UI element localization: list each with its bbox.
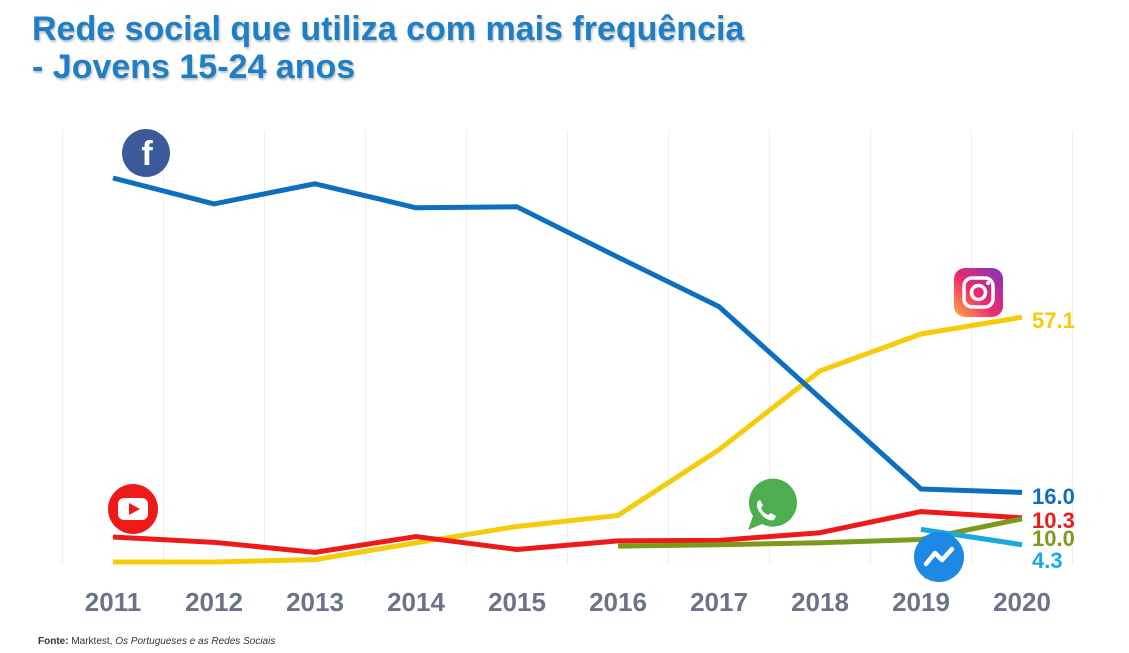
x-axis-tick-labels: 2011 2012 2013 2014 2015 2016 2017 2018 2019 2020 (85, 587, 1051, 617)
x-tick-label-2018: 2018 (791, 587, 849, 617)
series-line-youtube (112, 509, 1023, 555)
end-label-messenger: 4.3 (1032, 548, 1063, 573)
x-tick-label-2020: 2020 (993, 587, 1051, 617)
end-label-youtube: 10.3 (1032, 508, 1075, 533)
end-label-facebook: 16.0 (1032, 484, 1075, 509)
x-tick-label-2019: 2019 (892, 587, 950, 617)
chart-title-line1: Rede social que utiliza com mais frequên… (32, 10, 745, 48)
chart-title-dash: - (32, 48, 53, 86)
source-label: Fonte: (38, 636, 69, 647)
x-tick-label-2013: 2013 (286, 587, 344, 617)
x-tick-label-2016: 2016 (589, 587, 647, 617)
series-line-instagram (113, 314, 1023, 565)
end-label-instagram: 57.1 (1032, 308, 1075, 333)
svg-text:f: f (141, 135, 153, 173)
series-line-facebook (112, 175, 1023, 495)
chart-title-subtitle: Jovens 15-24 anos (52, 48, 356, 86)
source-note: Fonte: Marktest, Os Portugueses e as Red… (38, 636, 275, 647)
source-work: Os Portugueses e as Redes Sociais (115, 636, 276, 647)
x-tick-label-2017: 2017 (690, 587, 748, 617)
x-tick-label-2011: 2011 (85, 587, 141, 617)
chart-title: Rede social que utiliza com mais frequên… (32, 10, 744, 86)
chart-gridlines (62, 130, 1073, 565)
x-tick-label-2012: 2012 (185, 587, 243, 617)
source-publisher: Marktest, (71, 636, 113, 647)
facebook-icon: f (122, 129, 170, 177)
end-label-whatsapp: 10.0 (1032, 526, 1075, 551)
series-line-messenger (920, 526, 1023, 548)
x-tick-label-2014: 2014 (387, 587, 445, 617)
x-tick-label-2015: 2015 (488, 587, 546, 617)
instagram-icon (954, 268, 1003, 317)
chart-series-lines (112, 175, 1023, 565)
youtube-icon (108, 484, 158, 534)
chart-title-line2: - Jovens 15-24 anos (32, 48, 744, 86)
whatsapp-icon (748, 478, 797, 530)
series-end-labels: 16.0 57.1 10.310.04.3 (1032, 308, 1075, 573)
messenger-icon (914, 532, 964, 582)
